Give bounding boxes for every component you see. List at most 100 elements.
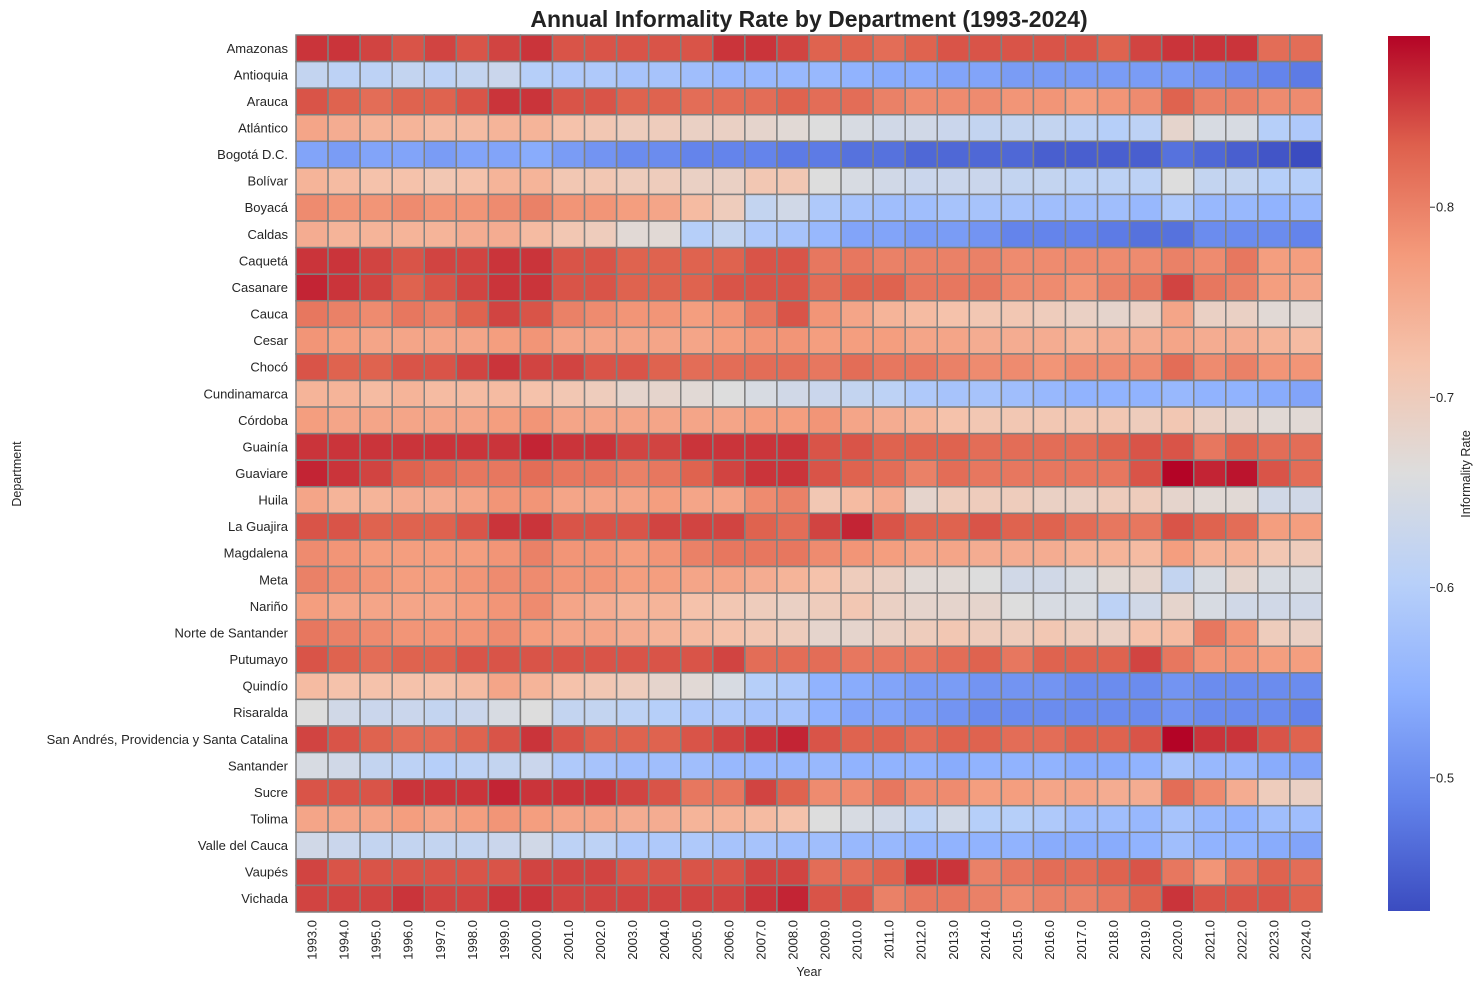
heatmap-cell xyxy=(551,884,586,913)
x-tick-label: 2019.0 xyxy=(1138,920,1153,960)
heatmap-cell xyxy=(1096,751,1131,780)
heatmap-cell xyxy=(615,432,650,461)
heatmap-cell xyxy=(423,725,458,754)
heatmap-cell xyxy=(968,459,1003,488)
heatmap-cell xyxy=(904,300,939,329)
heatmap-cell xyxy=(455,273,490,302)
heatmap-cell xyxy=(872,34,906,63)
heatmap-cell xyxy=(359,326,393,355)
heatmap-cell xyxy=(423,645,458,674)
heatmap-cell xyxy=(1289,193,1323,222)
heatmap-cell xyxy=(359,87,393,116)
heatmap-cell xyxy=(712,34,746,63)
heatmap-cell xyxy=(487,326,522,355)
heatmap-cell xyxy=(359,34,393,63)
heatmap-cell xyxy=(615,246,650,275)
heatmap-cell xyxy=(455,406,490,435)
heatmap-cell xyxy=(1000,672,1035,701)
heatmap-cell xyxy=(1064,432,1099,461)
heatmap-cell xyxy=(519,113,554,143)
heatmap-cell xyxy=(423,751,458,780)
heatmap-cell xyxy=(712,246,746,275)
heatmap-cell xyxy=(1096,273,1131,302)
x-tick-label: 2004.0 xyxy=(657,920,672,960)
heatmap-cell xyxy=(1160,193,1195,222)
heatmap-cell xyxy=(551,858,586,887)
heatmap-cell xyxy=(1289,884,1323,913)
heatmap-cell xyxy=(1257,751,1291,780)
heatmap-cell xyxy=(1128,831,1163,860)
heatmap-cell xyxy=(1096,432,1131,461)
heatmap-cell xyxy=(936,698,971,727)
heatmap-cell xyxy=(744,193,778,222)
heatmap-cell xyxy=(1193,539,1227,568)
heatmap-cell xyxy=(1289,167,1323,196)
heatmap-cell xyxy=(1032,698,1067,727)
heatmap-cell xyxy=(1096,539,1131,568)
heatmap-cell xyxy=(519,565,554,594)
heatmap-cell xyxy=(327,113,361,143)
heatmap-cell xyxy=(455,432,490,461)
heatmap-cell xyxy=(840,672,874,701)
heatmap-cell xyxy=(840,220,874,249)
heatmap-cell xyxy=(904,804,939,834)
heatmap-cell xyxy=(1160,406,1195,435)
heatmap-cell xyxy=(455,353,490,382)
heatmap-cell xyxy=(1096,565,1131,594)
heatmap-cell xyxy=(1160,831,1195,860)
heatmap-cell xyxy=(295,60,329,89)
heatmap-cell xyxy=(647,672,682,701)
heatmap-cell xyxy=(1160,592,1195,621)
heatmap-cell xyxy=(1160,34,1195,63)
heatmap-cell xyxy=(1225,113,1259,143)
heatmap-cell xyxy=(1225,565,1259,594)
heatmap-cell xyxy=(936,618,971,647)
y-tick-label: Risaralda xyxy=(233,705,289,720)
heatmap-cell xyxy=(904,167,939,196)
heatmap-cell xyxy=(423,884,458,913)
heatmap-cell xyxy=(968,831,1003,860)
heatmap-cell xyxy=(455,645,490,674)
heatmap-cell xyxy=(327,300,361,329)
heatmap-cell xyxy=(519,858,554,887)
heatmap-cell xyxy=(808,884,842,913)
heatmap-cell xyxy=(1225,60,1259,89)
heatmap-cell xyxy=(1257,220,1291,249)
heatmap-cell xyxy=(1064,459,1099,488)
heatmap-cell xyxy=(583,858,618,887)
heatmap-cell xyxy=(1000,113,1035,143)
heatmap-cell xyxy=(551,326,586,355)
heatmap-cell xyxy=(295,565,329,594)
heatmap-cell xyxy=(551,565,586,594)
y-tick-label: Sucre xyxy=(254,785,288,800)
heatmap-cell xyxy=(391,406,426,435)
heatmap-cell xyxy=(1032,140,1067,169)
heatmap-cell xyxy=(1257,87,1291,116)
heatmap-cell xyxy=(1289,486,1323,515)
y-tick-label: Boyacá xyxy=(245,200,289,215)
heatmap-cell xyxy=(968,645,1003,674)
heatmap-cell xyxy=(295,379,329,408)
x-tick-label: 2001.0 xyxy=(561,920,576,960)
heatmap-cell xyxy=(583,34,618,63)
heatmap-cell xyxy=(1225,884,1259,913)
heatmap-cell xyxy=(519,167,554,196)
heatmap-cell xyxy=(423,34,458,63)
y-tick-label: Valle del Cauca xyxy=(198,838,289,853)
heatmap-cell xyxy=(551,220,586,249)
heatmap-cell xyxy=(1289,459,1323,488)
heatmap-cell xyxy=(680,300,714,329)
heatmap-cell xyxy=(1128,672,1163,701)
heatmap-cell xyxy=(295,140,329,169)
heatmap-cell xyxy=(359,273,393,302)
heatmap-cell xyxy=(1193,300,1227,329)
heatmap-cell xyxy=(936,220,971,249)
heatmap-cell xyxy=(904,353,939,382)
heatmap-cell xyxy=(519,300,554,329)
heatmap-cell xyxy=(487,113,522,143)
y-tick-label: Nariño xyxy=(250,599,288,614)
heatmap-cell xyxy=(1193,884,1227,913)
heatmap-cell xyxy=(936,831,971,860)
heatmap-cell xyxy=(423,87,458,116)
heatmap-cell xyxy=(487,725,522,754)
